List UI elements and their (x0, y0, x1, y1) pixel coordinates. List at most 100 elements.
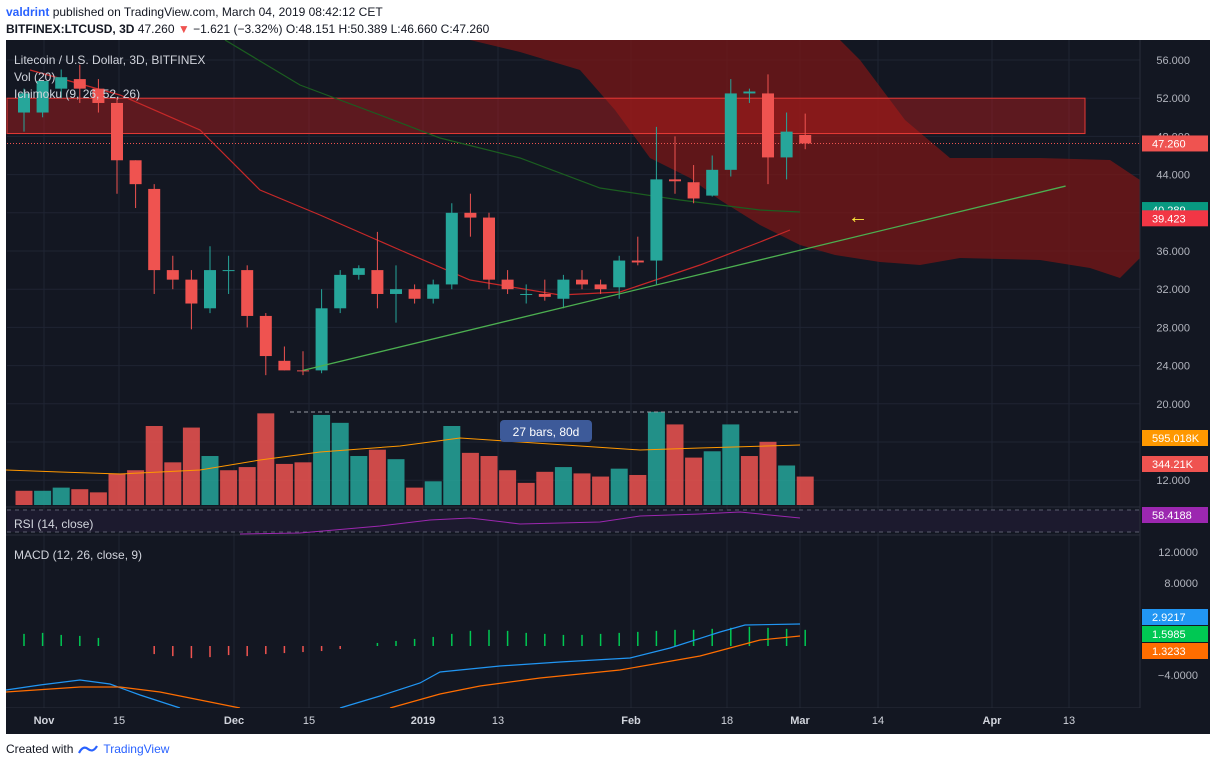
ohlc-open: O:48.151 (285, 22, 336, 36)
price-tick-label: 12.000 (1156, 475, 1190, 487)
candle-body (18, 93, 30, 113)
time-tick-label: Apr (983, 715, 1003, 727)
volume-bar (34, 490, 52, 505)
measure-tool[interactable]: 27 bars, 80d (290, 411, 800, 442)
author-name[interactable]: valdrint (6, 5, 50, 19)
candle-body (278, 360, 291, 371)
volume-bar (778, 465, 796, 505)
last-price: 47.260 (137, 22, 175, 36)
candle-body (408, 289, 421, 299)
volume-bar (145, 426, 163, 505)
volume-bar (461, 452, 479, 505)
candle-body (297, 370, 309, 372)
candle-body (129, 160, 142, 185)
price-badge-label: 39.423 (1152, 213, 1186, 225)
rsi-pane: RSI (14, close) (7, 509, 1140, 535)
macd-tick-label: 8.0000 (1164, 578, 1198, 590)
tradingview-brand[interactable]: TradingView (103, 742, 170, 756)
axes: 56.00052.00048.00044.00040.00036.00032.0… (6, 40, 1210, 734)
moving-average-lines (29, 40, 801, 296)
ohlc-low: L:46.660 (390, 22, 438, 36)
price-tick-label: 56.000 (1156, 55, 1190, 67)
volume-bar (71, 489, 89, 505)
candle-body (538, 293, 551, 297)
price-tick-label: 24.000 (1156, 361, 1190, 373)
measure-label: 27 bars, 80d (513, 425, 580, 439)
candle-body (334, 274, 347, 309)
candle-body (706, 169, 719, 196)
macd-tick-label: −4.0000 (1158, 670, 1198, 682)
volume-bar (499, 470, 517, 505)
macd-legend: MACD (12, 26, close, 9) (14, 548, 142, 562)
ohlc-high: H:50.389 (338, 22, 388, 36)
volume-bar (722, 424, 740, 505)
candle-body (166, 270, 179, 280)
ichimoku-cloud (470, 40, 1140, 278)
volume-bar (685, 457, 703, 505)
candle-body (371, 270, 384, 294)
volume-bar (759, 441, 777, 505)
candle-body (55, 77, 68, 89)
volume-bar (629, 474, 647, 505)
candle-body (576, 279, 588, 285)
volume-bar (517, 482, 535, 505)
volume-bar (275, 463, 293, 505)
candle-body (464, 212, 477, 218)
time-tick-label: 2019 (411, 715, 435, 727)
candle-body (724, 93, 737, 170)
volume-bar (52, 487, 70, 505)
left-arrow-icon: ← (848, 206, 868, 228)
candle-body (613, 260, 626, 288)
candle-body (390, 289, 402, 294)
chart-canvas[interactable]: ← 27 bars, 80d RSI (14, close) MACD (12,… (0, 40, 1210, 736)
created-with-label: Created with (6, 742, 74, 756)
rsi-badge-label: 58.4188 (1152, 510, 1192, 522)
volume-bar (350, 456, 368, 505)
time-axis-bg (6, 708, 1210, 734)
symbol-label: BITFINEX:LTCUSD, 3D (6, 22, 135, 36)
candle-body (780, 131, 793, 158)
macd-pane: MACD (12, 26, close, 9) (5, 548, 806, 709)
volume-bar (201, 456, 219, 505)
volume-bar (331, 422, 349, 505)
chart-title: Litecoin / U.S. Dollar, 3D, BITFINEX (14, 53, 205, 67)
time-tick-label: Dec (224, 715, 244, 727)
tradingview-logo-icon (78, 745, 99, 754)
candle-body (427, 284, 440, 299)
candle-body (799, 134, 812, 144)
price-tick-label: 52.000 (1156, 93, 1190, 105)
volume-bar (703, 451, 721, 505)
macd-line (339, 623, 801, 709)
volume-bar (480, 456, 498, 505)
price-tick-label: 44.000 (1156, 170, 1190, 182)
candle-body (241, 270, 254, 316)
candle-body (259, 315, 272, 357)
macd-badge-label: 1.5985 (1152, 629, 1186, 641)
volume-bar (443, 426, 461, 505)
candlesticks (18, 64, 812, 376)
candle-body (743, 91, 756, 94)
candle-body (185, 279, 198, 304)
resistance-box (6, 97, 1086, 135)
signal-line (389, 635, 801, 709)
price-badge-label: 47.260 (1152, 138, 1186, 150)
volume-bar (610, 468, 628, 505)
macd-tick-label: 12.0000 (1158, 547, 1198, 559)
candle-body (669, 179, 681, 182)
candle-body (315, 308, 328, 371)
ma-green-line (224, 40, 801, 213)
volume-ma-line (5, 437, 801, 475)
trendline[interactable]: ← (302, 185, 1066, 372)
volume-bar (424, 481, 442, 505)
rsi-badge (1142, 507, 1208, 523)
price-badge (1142, 210, 1208, 227)
macd-badge (1142, 626, 1208, 642)
volume-bar (554, 467, 572, 505)
candle-body (148, 188, 161, 271)
volume-bar (238, 467, 256, 505)
volume-bar (406, 487, 424, 505)
volume-badge (1142, 456, 1208, 472)
candle-body (111, 102, 123, 161)
volume-bar (164, 462, 182, 505)
volume-bar (387, 459, 405, 505)
